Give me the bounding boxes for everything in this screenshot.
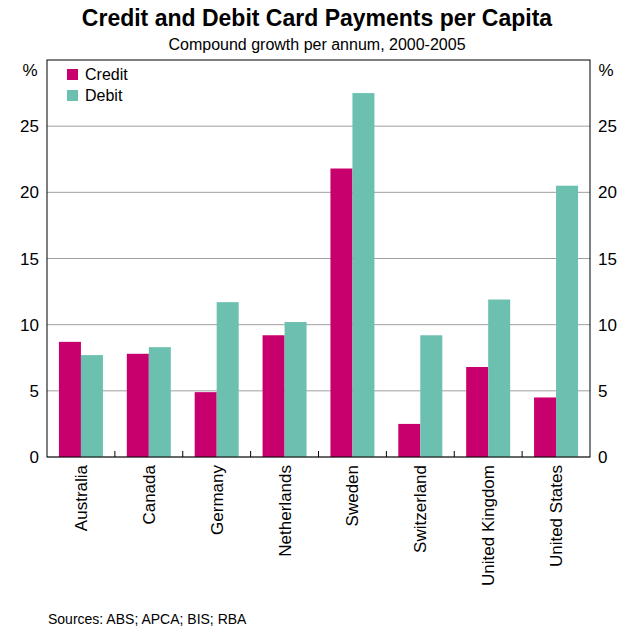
bar [398,424,420,457]
bar [195,392,217,457]
bar [466,367,488,457]
x-tick-label: Germany [208,465,227,535]
x-tick-label: Switzerland [411,465,430,553]
x-tick-label: United States [547,465,566,567]
legend-swatch [67,69,78,80]
y2-tick-label: 0 [598,448,607,467]
x-tick-label: Canada [140,464,159,524]
x-tick-label: Australia [72,464,91,531]
bar [285,322,307,457]
category-tick [522,451,523,457]
bar [352,93,374,457]
bar [127,354,149,457]
y2-tick-label: 20 [598,183,617,202]
x-tick-label: Netherlands [276,465,295,557]
bar [149,347,171,457]
category-tick [318,451,319,457]
y2-axis-label: % [598,61,613,80]
grid-line [47,258,590,259]
category-tick [454,451,455,457]
y-tick-label: 0 [30,448,39,467]
x-tick-label: Sweden [343,465,362,526]
bar [534,397,556,457]
y2-tick-label: 15 [598,250,617,269]
y-tick-label: 10 [20,316,39,335]
legend-label: Credit [85,66,128,83]
bar [556,186,578,457]
y2-tick-label: 10 [598,316,617,335]
chart: Credit and Debit Card Payments per Capit… [0,0,634,632]
legend-label: Debit [85,87,123,104]
subtitle: Compound growth per annum, 2000-2005 [168,36,465,53]
bar [217,302,239,457]
bar [81,355,103,457]
plot-frame [47,60,590,457]
category-tick [114,451,115,457]
category-tick [250,451,251,457]
category-tick [386,451,387,457]
category-tick [182,451,183,457]
y2-tick-label: 5 [598,382,607,401]
y-tick-label: 25 [20,117,39,136]
bar [330,169,352,457]
y2-tick-label: 25 [598,117,617,136]
bar [59,342,81,457]
y-tick-label: 20 [20,183,39,202]
bars [59,93,578,457]
grid-line [47,192,590,193]
y-tick-label: 5 [30,382,39,401]
source-note: Sources: ABS; APCA; BIS; RBA [48,611,247,627]
y-axis-label: % [22,61,37,80]
bar [420,335,442,457]
bar [488,300,510,457]
title: Credit and Debit Card Payments per Capit… [82,5,553,31]
bar [263,335,285,457]
grid-line [47,126,590,127]
legend-swatch [67,90,78,101]
y-tick-label: 15 [20,250,39,269]
x-tick-label: United Kingdom [479,465,498,586]
